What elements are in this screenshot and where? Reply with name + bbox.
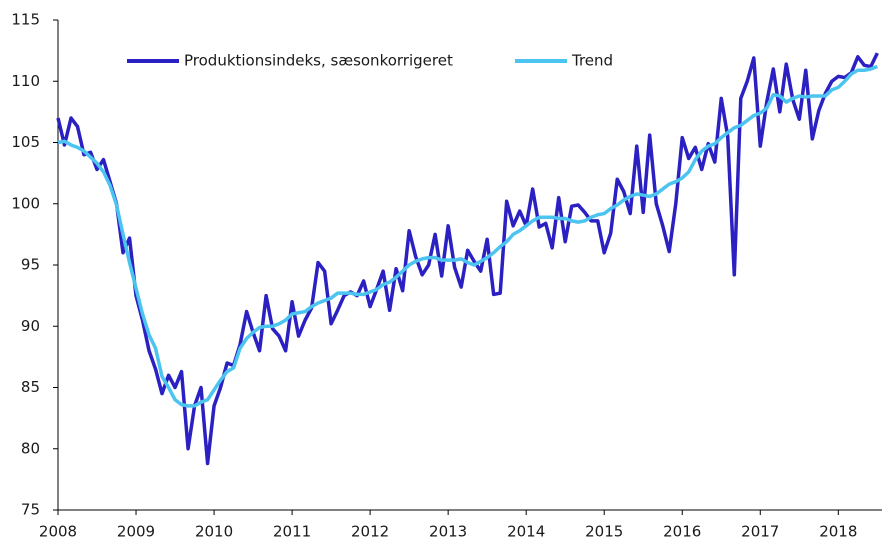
x-tick-label: 2014 <box>507 523 545 541</box>
legend-label: Trend <box>571 52 613 70</box>
x-tick-label: 2017 <box>741 523 779 541</box>
x-tick-label: 2010 <box>195 523 233 541</box>
y-tick-label: 85 <box>21 378 40 396</box>
x-tick-label: 2018 <box>819 523 857 541</box>
x-tick-label: 2009 <box>117 523 155 541</box>
x-tick-label: 2016 <box>663 523 701 541</box>
legend-label: Produktionsindeks, sæsonkorrigeret <box>184 52 453 70</box>
y-tick-label: 100 <box>11 194 40 212</box>
y-tick-label: 75 <box>21 501 40 519</box>
y-tick-label: 115 <box>11 11 40 29</box>
x-tick-label: 2013 <box>429 523 467 541</box>
y-tick-label: 110 <box>11 72 40 90</box>
x-tick-label: 2012 <box>351 523 389 541</box>
series-line <box>57 64 878 408</box>
x-tick-label: 2015 <box>585 523 623 541</box>
y-tick-label: 80 <box>21 439 40 457</box>
y-tick-label: 105 <box>11 133 40 151</box>
x-tick-label: 2008 <box>39 523 77 541</box>
y-tick-label: 90 <box>21 317 40 335</box>
x-tick-label: 2011 <box>273 523 311 541</box>
y-tick-label: 95 <box>21 256 40 274</box>
